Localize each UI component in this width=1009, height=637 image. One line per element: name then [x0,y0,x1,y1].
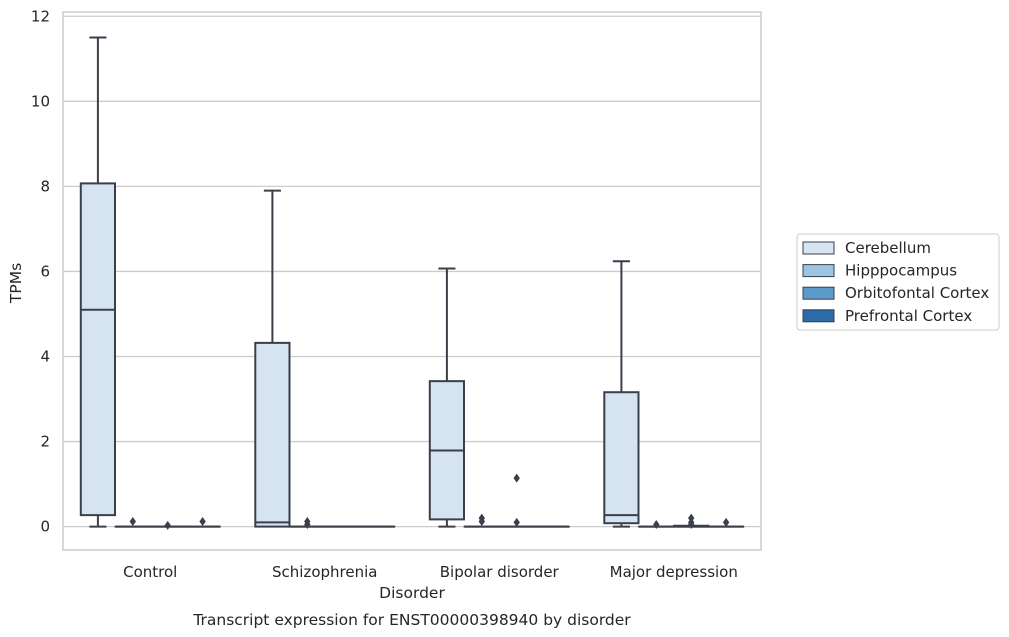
x-tick-labels: Control Schizophrenia Bipolar disorder Majo… [123,563,738,581]
legend-label: Hipppocampus [845,262,957,280]
legend-frame [796,233,1000,331]
box-body [254,341,291,528]
box-series [79,36,745,530]
x-tick-label: Bipolar disorder [440,563,560,581]
y-tick-label: 6 [40,262,50,280]
legend-label: Cerebellum [845,239,931,257]
outlier-point [688,519,695,529]
y-gridlines [63,15,761,528]
box-2-0 [428,267,466,528]
x-tick-label: Major depression [610,563,738,581]
x-axis-title: Disorder [379,584,445,602]
box-3-3 [707,517,745,528]
chart-caption: Transcript expression for ENST0000039894… [192,611,631,629]
legend-label: Orbitofontal Cortex [845,284,989,302]
box-0-3 [184,517,221,528]
y-tick-label: 10 [31,92,50,110]
outlier-point [513,517,520,527]
y-tick-label: 12 [31,7,50,25]
legend-swatch [802,309,835,323]
y-tick-label: 4 [40,347,50,365]
x-tick-label: Schizophrenia [272,563,377,581]
outlier-point [304,519,311,529]
outlier-point [199,517,206,527]
box-1-0 [254,189,291,528]
box-3-0 [603,260,640,528]
legend-swatch [802,264,835,278]
plot-frame [62,11,762,551]
y-tick-label: 8 [40,177,50,195]
outlier-point [722,517,730,527]
outlier-point [129,517,136,527]
y-tick-label: 2 [40,433,50,451]
legend-swatch [802,286,835,300]
y-tick-labels: 0 2 4 6 8 10 12 [31,7,50,535]
box-body [603,391,640,525]
outlier-point [653,519,660,529]
x-tick-label: Control [123,563,177,581]
box-body [79,182,117,517]
plot-area [63,12,761,550]
y-tick-label: 0 [40,518,50,536]
y-axis-title: TPMs [7,263,25,304]
legend-label: Prefrontal Cortex [845,307,972,325]
outlier-point [164,520,171,530]
outlier-point [478,517,485,527]
box-0-1 [114,517,151,528]
legend: Cerebellum Hipppocampus Orbitofontal Corte… [796,233,1000,331]
legend-swatch [802,241,835,255]
box-0-0 [79,36,117,528]
outlier-point [513,473,520,483]
